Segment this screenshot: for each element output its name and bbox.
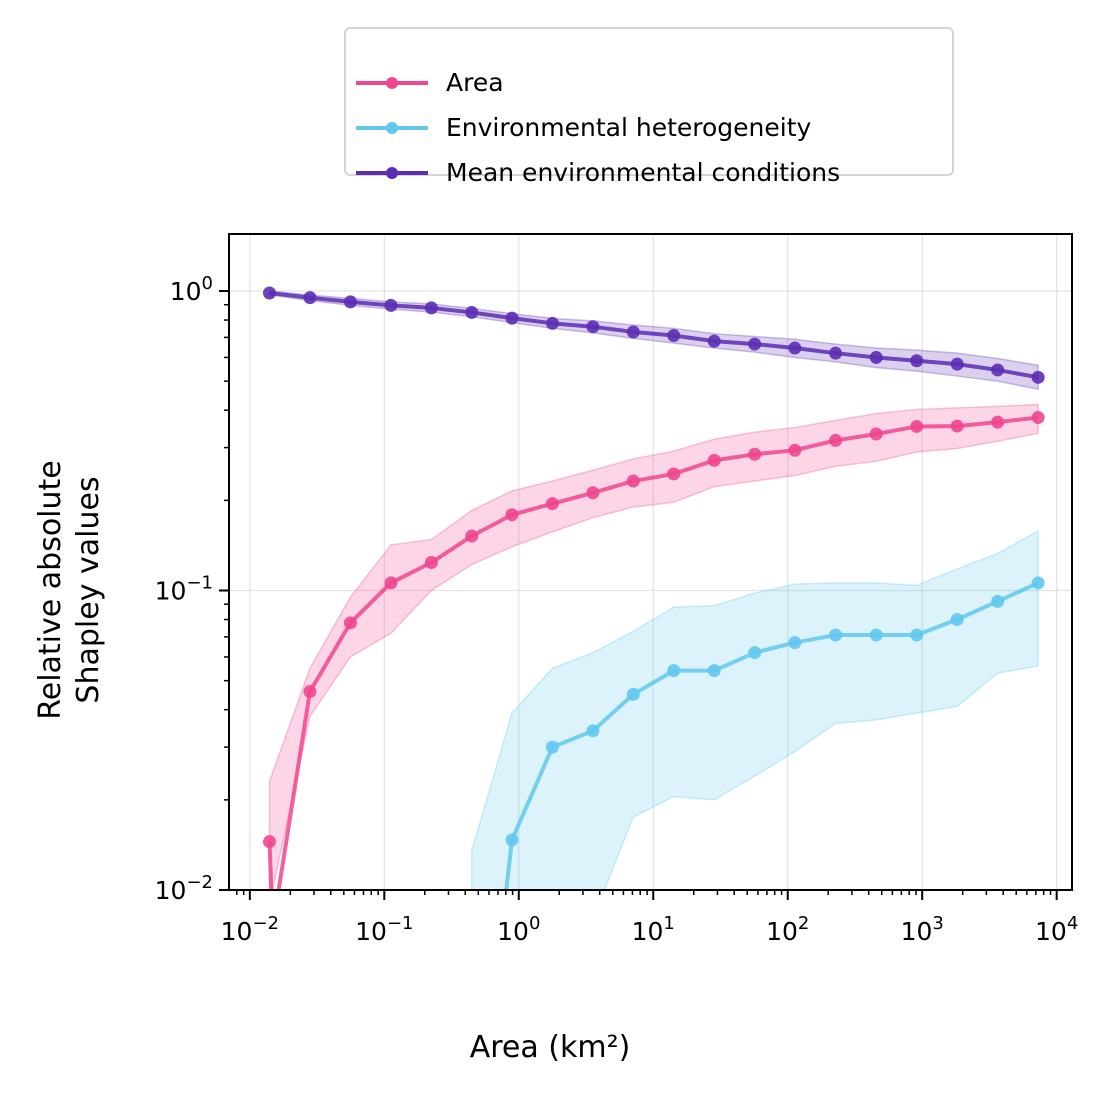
series-points: [262, 286, 1045, 849]
y-tick-label: 10−2: [155, 872, 213, 905]
point-area: [748, 447, 762, 461]
point-area: [950, 419, 964, 433]
point-environmental-heterogeneity: [545, 740, 559, 754]
point-mean-environmental-conditions: [707, 334, 721, 348]
point-mean-environmental-conditions: [910, 354, 924, 368]
legend-entry-mean-environmental-conditions: Mean environmental conditions: [346, 153, 952, 193]
plot-frame: [228, 233, 1073, 891]
legend-swatch-mean-environmental-conditions: [356, 167, 428, 179]
point-area: [991, 415, 1005, 429]
y-tick-label: 100: [170, 273, 213, 306]
point-mean-environmental-conditions: [667, 329, 681, 343]
point-area: [505, 508, 519, 522]
point-environmental-heterogeneity: [991, 594, 1005, 608]
x-axis-label: Area (km²): [469, 1030, 631, 1065]
legend-entry-area: Area: [346, 63, 952, 103]
x-tick-label: 10−1: [355, 913, 413, 946]
point-mean-environmental-conditions: [545, 316, 559, 330]
point-area: [424, 556, 438, 570]
point-area: [667, 467, 681, 481]
y-axis-label-line-1: Relative absolute: [33, 460, 68, 720]
legend-label-environmental-heterogeneity: Environmental heterogeneity: [446, 113, 812, 142]
point-area: [910, 419, 924, 433]
point-area: [707, 453, 721, 467]
point-area: [262, 835, 276, 849]
point-environmental-heterogeneity: [505, 833, 519, 847]
point-mean-environmental-conditions: [343, 295, 357, 309]
point-mean-environmental-conditions: [829, 346, 843, 360]
point-environmental-heterogeneity: [788, 636, 802, 650]
point-area: [303, 685, 317, 699]
x-tick-label: 102: [766, 913, 809, 946]
point-environmental-heterogeneity: [869, 628, 883, 642]
point-area: [465, 529, 479, 543]
point-mean-environmental-conditions: [262, 286, 276, 300]
point-mean-environmental-conditions: [748, 337, 762, 351]
point-mean-environmental-conditions: [303, 291, 317, 305]
legend-swatch-environmental-heterogeneity: [356, 122, 428, 134]
y-tick-label: 10−1: [155, 573, 213, 606]
point-environmental-heterogeneity: [707, 664, 721, 678]
point-environmental-heterogeneity: [626, 687, 640, 701]
legend-label-area: Area: [446, 68, 504, 97]
point-mean-environmental-conditions: [424, 301, 438, 315]
point-mean-environmental-conditions: [991, 363, 1005, 377]
point-environmental-heterogeneity: [748, 646, 762, 660]
point-environmental-heterogeneity: [586, 724, 600, 738]
point-area: [829, 433, 843, 447]
point-mean-environmental-conditions: [1031, 370, 1045, 384]
line-mean-environmental-conditions: [269, 290, 1039, 380]
point-area: [343, 616, 357, 630]
x-tick-label: 104: [1035, 913, 1078, 946]
point-mean-environmental-conditions: [384, 298, 398, 312]
x-tick-label: 103: [901, 913, 944, 946]
x-tick-label: 100: [497, 913, 540, 946]
point-area: [545, 497, 559, 511]
legend-swatch-area: [356, 77, 428, 89]
x-tick-label: 101: [632, 913, 675, 946]
point-mean-environmental-conditions: [950, 357, 964, 371]
point-mean-environmental-conditions: [869, 350, 883, 364]
legend: Area Environmental heterogeneity Mean en…: [344, 27, 954, 187]
axis-ticks: 10−2 10−1 100 101 102 103 104 10−2 10−1 100: [155, 273, 1079, 946]
point-environmental-heterogeneity: [1031, 576, 1045, 590]
legend-label-mean-environmental-conditions: Mean environmental conditions: [446, 158, 841, 187]
point-mean-environmental-conditions: [626, 325, 640, 339]
y-axis-label-line-2: Shapley values: [71, 476, 106, 703]
point-mean-environmental-conditions: [788, 341, 802, 355]
band-environmental-heterogeneity: [471, 529, 1039, 890]
legend-entry-environmental-heterogeneity: Environmental heterogeneity: [346, 108, 952, 148]
point-area: [586, 486, 600, 500]
point-environmental-heterogeneity: [829, 628, 843, 642]
point-area: [788, 443, 802, 457]
point-area: [626, 474, 640, 488]
y-axis-label: Relative absolute Shapley values: [33, 460, 106, 720]
point-mean-environmental-conditions: [586, 320, 600, 334]
point-environmental-heterogeneity: [667, 664, 681, 678]
point-environmental-heterogeneity: [910, 628, 924, 642]
grid: [229, 234, 1072, 890]
point-mean-environmental-conditions: [505, 311, 519, 325]
x-tick-label: 10−2: [221, 913, 279, 946]
band-mean-environmental-conditions: [268, 290, 1039, 391]
point-area: [869, 427, 883, 441]
point-environmental-heterogeneity: [950, 613, 964, 627]
point-area: [384, 576, 398, 590]
point-area: [1031, 411, 1045, 425]
band-area: [268, 403, 1039, 890]
confidence-bands: [268, 290, 1039, 890]
point-mean-environmental-conditions: [465, 305, 479, 319]
